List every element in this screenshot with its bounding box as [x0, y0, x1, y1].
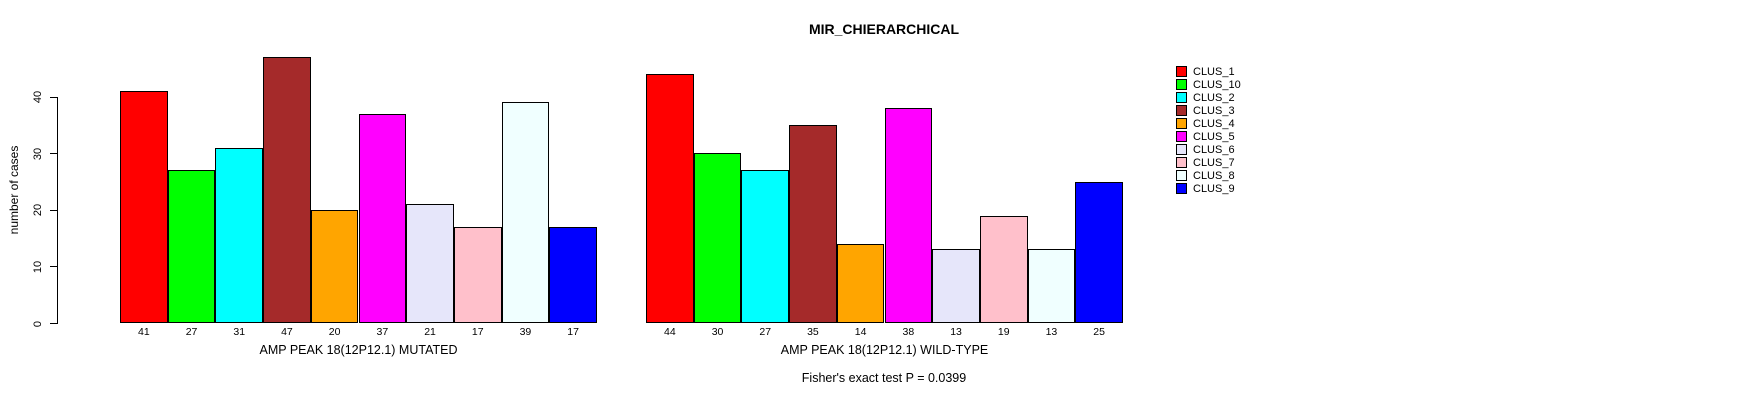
bar-value-label: 17 — [567, 326, 579, 338]
bar-value-label: 19 — [997, 326, 1010, 338]
y-tick-label: 0 — [32, 320, 44, 327]
legend-swatch-CLUS_5 — [1176, 131, 1187, 142]
chart-title: MIR_CHIERARCHICAL — [808, 21, 960, 37]
bar-CLUS_2-group0 — [215, 147, 264, 323]
bar-value-label: 44 — [664, 326, 676, 338]
bar-CLUS_5-group1 — [884, 108, 933, 323]
annotation-text: Fisher's exact test P = 0.0399 — [801, 371, 967, 385]
legend-swatch-CLUS_9 — [1176, 183, 1187, 194]
bar-value-label: 31 — [233, 326, 246, 338]
y-axis-label: number of cases — [7, 145, 21, 235]
bar-value-label: 30 — [711, 326, 724, 338]
bar-CLUS_8-group1 — [1027, 249, 1076, 323]
legend-swatch-CLUS_4 — [1176, 118, 1187, 129]
legend-swatch-CLUS_8 — [1176, 170, 1187, 181]
bar-value-label: 25 — [1093, 326, 1105, 338]
bar-CLUS_5-group0 — [358, 113, 407, 323]
legend-label: CLUS_1 — [1193, 66, 1235, 78]
bar-value-label: 47 — [281, 326, 293, 338]
legend-label: CLUS_7 — [1193, 157, 1235, 169]
x-axis-label-0: AMP PEAK 18(12P12.1) MUTATED — [259, 343, 458, 357]
legend-swatch-CLUS_1 — [1176, 66, 1187, 77]
bar-CLUS_2-group1 — [741, 170, 790, 323]
bar-value-label: 39 — [519, 326, 532, 338]
bar-value-label: 41 — [138, 326, 150, 338]
bar-value-label: 38 — [902, 326, 915, 338]
bar-CLUS_10-group0 — [167, 170, 216, 323]
bar-CLUS_9-group0 — [549, 226, 597, 323]
bar-CLUS_1-group1 — [646, 74, 694, 323]
y-tick-label: 20 — [32, 204, 44, 217]
bar-value-label: 17 — [471, 326, 484, 338]
bar-value-label: 35 — [807, 326, 819, 338]
y-tick-mark — [50, 153, 58, 155]
legend-label: CLUS_9 — [1193, 183, 1235, 195]
bar-CLUS_1-group0 — [120, 91, 168, 323]
bar-CLUS_3-group1 — [789, 125, 837, 323]
legend-label: CLUS_3 — [1193, 105, 1235, 117]
y-tick-mark — [50, 209, 58, 211]
y-tick-label: 10 — [32, 260, 44, 274]
legend-swatch-CLUS_10 — [1176, 79, 1187, 90]
bar-value-label: 27 — [185, 326, 198, 338]
bar-CLUS_4-group1 — [836, 243, 885, 323]
legend-label: CLUS_2 — [1193, 92, 1235, 104]
bar-value-label: 13 — [1045, 326, 1058, 338]
bar-value-label: 14 — [854, 326, 867, 338]
y-tick-mark — [50, 266, 58, 268]
bar-CLUS_9-group1 — [1075, 181, 1123, 323]
legend-label: CLUS_4 — [1193, 118, 1235, 130]
bar-CLUS_3-group0 — [263, 57, 311, 323]
bar-value-label: 13 — [950, 326, 962, 338]
x-axis-label-1: AMP PEAK 18(12P12.1) WILD-TYPE — [780, 343, 989, 357]
bar-CLUS_7-group1 — [979, 215, 1028, 323]
bar-CLUS_10-group1 — [693, 153, 742, 323]
legend-swatch-CLUS_6 — [1176, 144, 1187, 155]
bar-CLUS_4-group0 — [310, 209, 359, 323]
bar-value-label: 21 — [424, 326, 436, 338]
legend-label: CLUS_5 — [1193, 131, 1235, 143]
bar-CLUS_7-group0 — [453, 226, 502, 323]
legend-swatch-CLUS_7 — [1176, 157, 1187, 168]
y-tick-mark — [50, 96, 58, 98]
y-tick-label: 30 — [32, 147, 44, 160]
bar-CLUS_6-group1 — [932, 249, 980, 323]
bar-value-label: 37 — [376, 326, 389, 338]
y-tick-label: 40 — [32, 91, 44, 104]
bar-CLUS_6-group0 — [406, 204, 454, 323]
legend-label: CLUS_6 — [1193, 144, 1235, 156]
bar-value-label: 20 — [328, 326, 341, 338]
legend-label: CLUS_10 — [1193, 79, 1241, 91]
legend-swatch-CLUS_2 — [1176, 92, 1187, 103]
legend-swatch-CLUS_3 — [1176, 105, 1187, 116]
bar-CLUS_8-group0 — [501, 102, 550, 323]
y-tick-mark — [50, 323, 58, 324]
bar-value-label: 27 — [759, 326, 772, 338]
legend-label: CLUS_8 — [1193, 170, 1235, 182]
